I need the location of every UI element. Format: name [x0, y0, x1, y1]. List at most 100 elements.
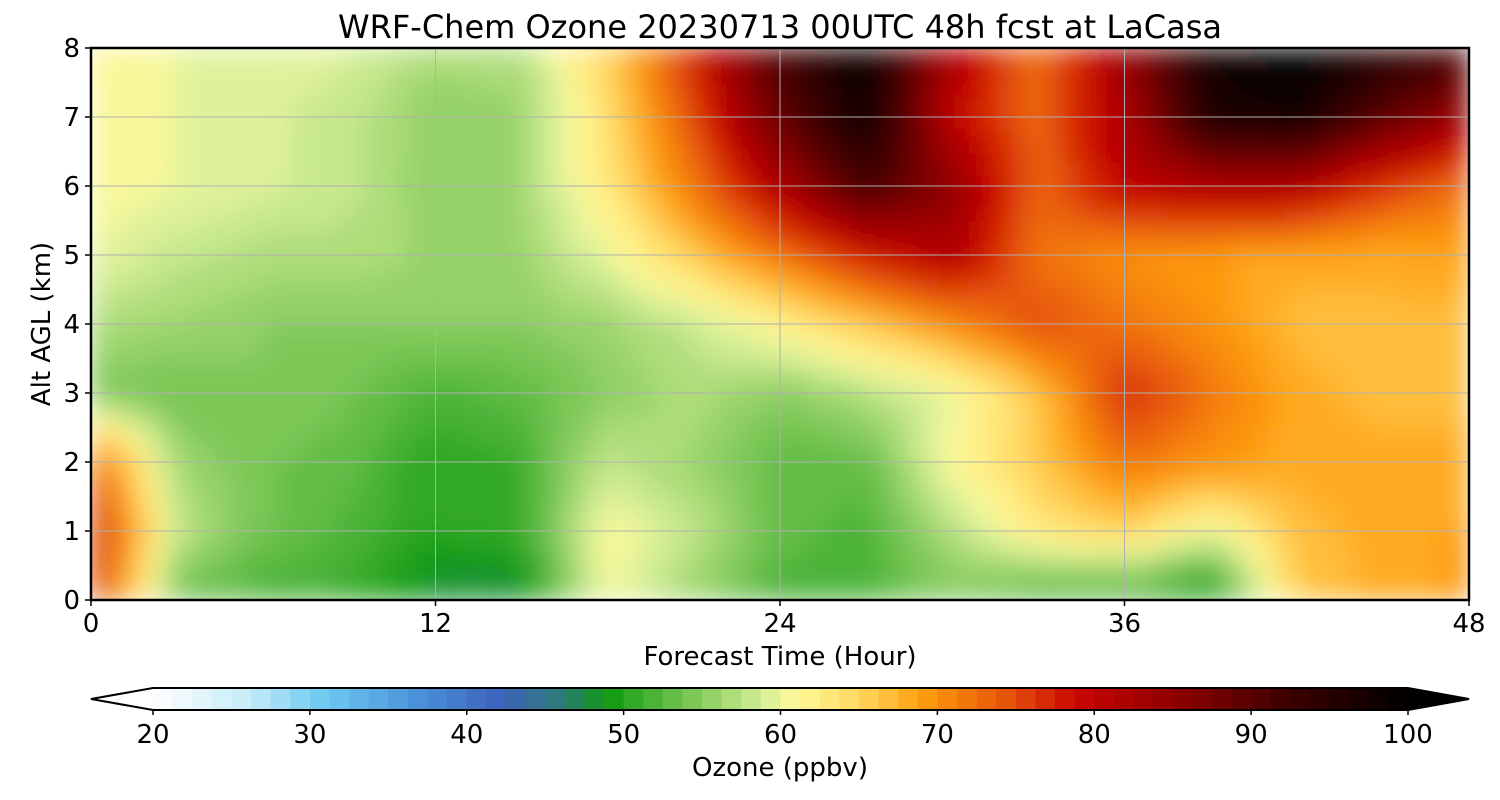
ozone-cell — [1324, 530, 1341, 543]
ozone-cell — [1454, 48, 1469, 60]
ozone-cell — [506, 59, 523, 72]
ozone-cell — [908, 519, 925, 532]
ozone-cell — [162, 576, 178, 589]
ozone-cell — [750, 381, 767, 394]
ozone-cell — [1124, 300, 1140, 313]
ozone-cell — [1310, 335, 1326, 348]
ozone-cell — [808, 105, 824, 118]
ozone-cell — [1138, 162, 1154, 175]
ozone-cell — [1281, 254, 1298, 267]
ozone-cell — [506, 576, 523, 589]
ozone-cell — [305, 312, 322, 325]
ozone-cell — [1138, 70, 1154, 83]
ozone-cell — [994, 415, 1011, 428]
ozone-cell — [664, 369, 681, 382]
ozone-cell — [320, 576, 336, 589]
ozone-cell — [578, 208, 594, 221]
ozone-cell — [291, 427, 307, 440]
ozone-cell — [779, 553, 795, 566]
ozone-cell — [535, 300, 551, 313]
ozone-cell — [406, 277, 422, 290]
ozone-cell — [420, 93, 436, 106]
ozone-cell — [664, 254, 681, 267]
ozone-cell — [635, 300, 652, 313]
ozone-cell — [506, 151, 523, 164]
ozone-cell — [549, 461, 566, 474]
ozone-cell — [1124, 162, 1140, 175]
ozone-cell — [1353, 415, 1370, 428]
ozone-cell — [1195, 82, 1212, 95]
ozone-cell — [1382, 93, 1398, 106]
ozone-cell — [1052, 289, 1068, 302]
ozone-cell — [679, 415, 695, 428]
ozone-cell — [320, 381, 336, 394]
ozone-cell — [1267, 300, 1283, 313]
ozone-cell — [1095, 116, 1111, 129]
ozone-cell — [262, 346, 279, 359]
ozone-cell — [1411, 553, 1427, 566]
ozone-cell — [506, 266, 523, 279]
ozone-cell — [966, 312, 982, 325]
ozone-cell — [133, 358, 149, 371]
ozone-cell — [1167, 473, 1183, 486]
ozone-cell — [635, 128, 652, 141]
ozone-cell — [104, 565, 121, 578]
ozone-cell — [1439, 450, 1456, 463]
ozone-cell — [693, 266, 709, 279]
ozone-cell — [851, 542, 867, 555]
ozone-cell — [879, 48, 896, 60]
ozone-cell — [1210, 542, 1226, 555]
ozone-cell — [176, 93, 192, 106]
ozone-cell — [1368, 116, 1384, 129]
ozone-cell — [650, 576, 666, 589]
ozone-cell — [808, 461, 824, 474]
ozone-cell — [1238, 82, 1255, 95]
ozone-cell — [1296, 450, 1312, 463]
ozone-cell — [994, 346, 1011, 359]
ozone-cell — [1109, 254, 1125, 267]
colorbar-level — [1329, 688, 1350, 710]
ozone-cell — [176, 128, 192, 141]
ozone-cell — [219, 519, 236, 532]
ozone-cell — [592, 323, 609, 336]
ozone-cell — [1382, 438, 1398, 451]
ozone-cell — [693, 576, 709, 589]
ozone-cell — [1152, 139, 1169, 152]
ozone-cell — [937, 323, 953, 336]
ozone-cell — [1224, 139, 1240, 152]
ozone-cell — [1310, 369, 1326, 382]
ozone-cell — [650, 105, 666, 118]
ozone-cell — [535, 105, 551, 118]
ozone-cell — [348, 461, 365, 474]
ozone-cell — [320, 323, 336, 336]
ozone-cell — [578, 519, 594, 532]
ozone-cell — [1396, 197, 1413, 210]
ozone-cell — [1138, 461, 1154, 474]
colorbar-level — [1251, 688, 1272, 710]
ozone-cell — [463, 335, 480, 348]
ozone-cell — [1080, 415, 1097, 428]
ozone-cell — [980, 450, 996, 463]
ozone-cell — [234, 335, 250, 348]
ozone-cell — [535, 496, 551, 509]
ozone-cell — [621, 404, 637, 417]
ozone-cell — [1152, 404, 1169, 417]
ozone-cell — [234, 70, 250, 83]
ozone-cell — [765, 82, 781, 95]
ozone-cell — [363, 565, 379, 578]
ozone-cell — [377, 128, 393, 141]
ozone-cell — [1109, 335, 1125, 348]
ozone-cell — [1037, 277, 1054, 290]
ozone-cell — [693, 450, 709, 463]
ozone-cell — [650, 243, 666, 256]
ozone-cell — [463, 415, 480, 428]
ozone-cell — [664, 496, 681, 509]
ozone-cell — [506, 243, 523, 256]
ozone-cell — [104, 427, 121, 440]
ozone-cell — [908, 197, 925, 210]
ozone-cell — [377, 197, 393, 210]
ozone-cell — [363, 519, 379, 532]
ozone-cell — [190, 139, 207, 152]
ozone-cell — [980, 197, 996, 210]
